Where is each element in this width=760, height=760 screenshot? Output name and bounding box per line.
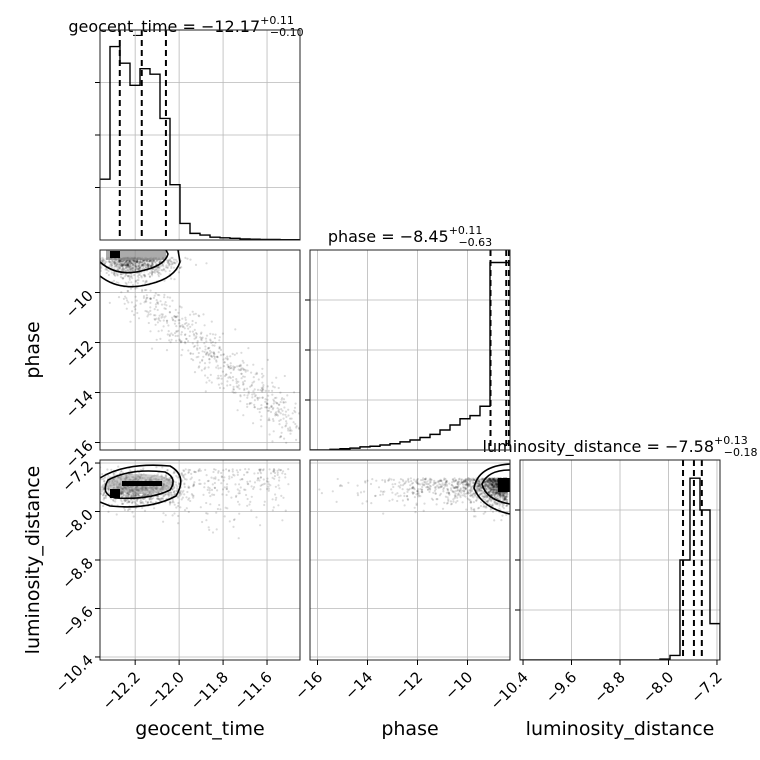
- x-tick-label: −11.8: [187, 668, 232, 713]
- title-ld-prefix: luminosity_distance =: [483, 437, 665, 457]
- title-geocent-time: geocent_time = −12.17+0.11 −0.10: [68, 14, 303, 39]
- x-tick-label: −10: [441, 668, 476, 703]
- panel-frame: [309, 459, 511, 661]
- histogram-luminosity_distance: [520, 477, 720, 660]
- x-tick-label: −8.0: [639, 668, 677, 706]
- x-tick-label: −12: [391, 668, 426, 703]
- xlabel-phase: phase: [381, 718, 438, 740]
- title-phase: phase = −8.45+0.11 −0.63: [328, 224, 492, 249]
- panels: −12.2−12.0−11.8−11.6 −16 −14 −12 −10 −10.4 −9.…: [52, 29, 726, 713]
- density-geocent-phase: [100, 250, 181, 288]
- x-tick-label: −12.2: [99, 668, 144, 713]
- hist-panel-phase: [305, 249, 511, 451]
- title-luminosity-distance: luminosity_distance = −7.58+0.13 −0.18: [483, 434, 758, 459]
- panel-frame: [99, 249, 301, 451]
- xlabel-luminosity-distance: luminosity_distance: [526, 718, 715, 740]
- title-geocent-time-prefix: geocent_time =: [68, 17, 201, 37]
- ylabel-luminosity-distance: luminosity_distance: [22, 466, 44, 655]
- title-geocent-time-median: −12.17: [201, 17, 260, 36]
- scatter-panel-geocent-phase: [95, 249, 301, 451]
- x-tick-label: −7.2: [687, 668, 725, 706]
- scatter-panel-geocent-ld: [95, 459, 301, 665]
- y-tick-label: −8.8: [58, 554, 96, 592]
- y-tick-label: −7.2: [58, 457, 96, 495]
- scatter-panel-phase-ld: [309, 459, 511, 665]
- y-tick-label: −10: [62, 287, 97, 322]
- y-tick-label: −8.0: [58, 506, 96, 544]
- title-geocent-time-plus: +0.11: [260, 14, 294, 27]
- x-tick-label: −12.0: [143, 668, 188, 713]
- x-tick-label: −10.4: [487, 668, 532, 713]
- y-tick-label: −12: [62, 337, 97, 372]
- density-geocent-ld: [100, 464, 182, 508]
- y-tick-label: −14: [62, 387, 97, 422]
- title-ld-median: −7.58: [665, 437, 714, 456]
- panel-frame: [309, 249, 511, 451]
- x-tick-label: −14: [341, 668, 376, 703]
- histogram-geocent_time: [100, 45, 300, 240]
- y-tick-label: −9.6: [58, 603, 96, 641]
- x-tick-label: −8.8: [590, 668, 628, 706]
- density-phase-ld: [473, 463, 510, 515]
- title-phase-minus: −0.63: [458, 236, 492, 249]
- x-tick-label: −11.6: [231, 668, 276, 713]
- hist-panel-luminosity_distance: [515, 459, 721, 665]
- title-geocent-time-minus: −0.10: [270, 26, 304, 39]
- hist-panel-geocent_time: [95, 29, 301, 241]
- title-phase-prefix: phase =: [328, 227, 400, 246]
- title-phase-plus: +0.11: [449, 224, 483, 237]
- histogram-phase: [310, 261, 510, 450]
- x-tick-label: −9.6: [542, 668, 580, 706]
- panel-frame: [99, 29, 301, 241]
- title-phase-median: −8.45: [400, 227, 449, 246]
- y-tick-label: −10.4: [52, 651, 97, 696]
- title-ld-plus: +0.13: [714, 434, 748, 447]
- x-tick-label: −16: [291, 668, 326, 703]
- xlabel-geocent-time: geocent_time: [135, 718, 264, 740]
- ylabel-phase: phase: [22, 321, 44, 378]
- title-ld-minus: −0.18: [724, 446, 758, 459]
